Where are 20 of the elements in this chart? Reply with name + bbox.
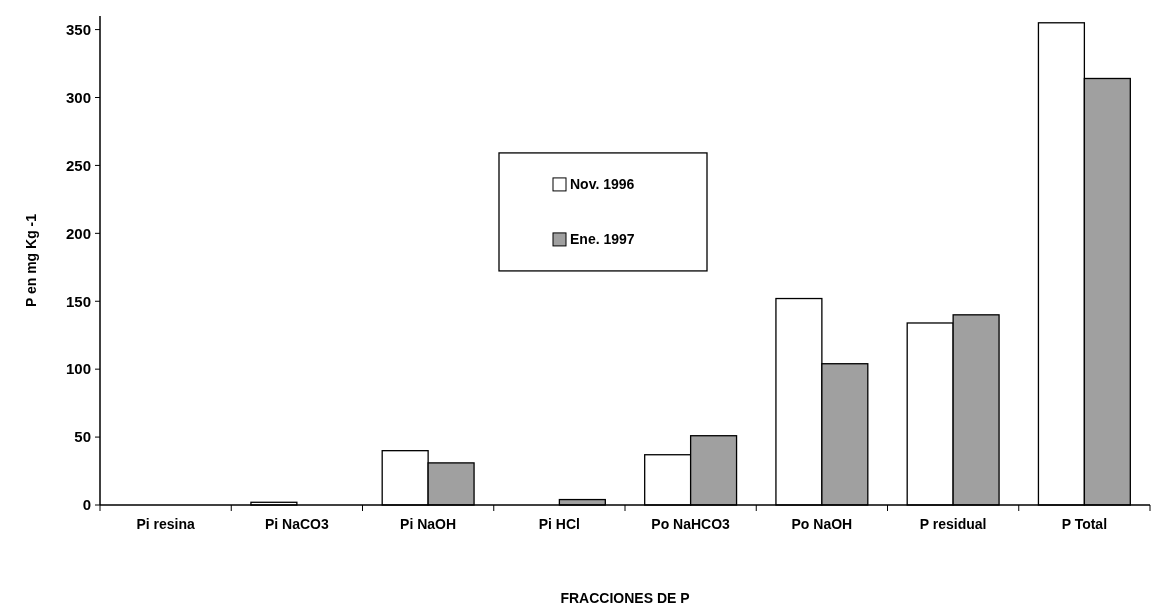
x-tick-label: Po NaOH	[791, 516, 853, 532]
x-tick-label: Pi NaCO3	[264, 516, 329, 532]
y-axis-title: P en mg Kg -1	[23, 213, 39, 308]
y-tick-label: 300	[65, 88, 91, 106]
y-tick-label: 100	[65, 360, 91, 378]
x-tick-label: Po NaHCO3	[651, 516, 731, 532]
y-tick-label: 200	[65, 224, 91, 242]
y-tick-label: 150	[65, 292, 91, 310]
x-tick-label: Pi HCl	[538, 516, 580, 532]
legend-label: Ene. 1997	[570, 230, 635, 247]
legend-label: Nov. 1996	[570, 175, 635, 192]
y-tick-label: 0	[82, 496, 91, 514]
x-tick-label: Pi NaOH	[400, 516, 457, 532]
x-axis-title: FRACCIONES DE P	[560, 590, 690, 606]
y-tick-label: 350	[65, 20, 91, 38]
x-tick-label: Pi resina	[136, 516, 196, 532]
x-tick-label: P residual	[919, 516, 987, 532]
x-tick-label: P Total	[1061, 516, 1108, 532]
y-tick-label: 250	[65, 156, 91, 174]
y-tick-label: 50	[74, 428, 91, 446]
